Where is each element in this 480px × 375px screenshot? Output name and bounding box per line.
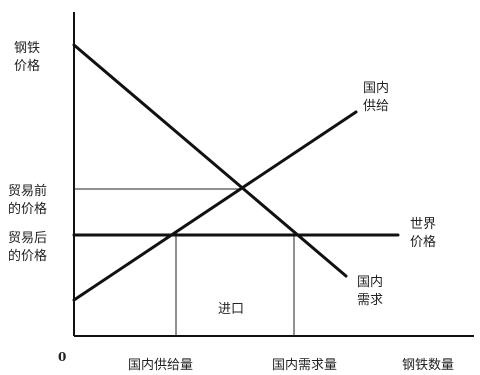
imports-label: 进口 (218, 302, 244, 317)
x-axis-label: 钢铁数量 (402, 358, 454, 373)
y-axis-label-line2: 价格 (14, 58, 40, 74)
domestic-demand-quantity-label: 国内需求量 (272, 357, 337, 373)
pre-trade-price-label-line2: 的价格 (8, 201, 47, 217)
world-price-label-line1: 世界 (410, 217, 436, 232)
domestic-supply-curve (72, 110, 358, 302)
demand-label-line1: 国内 (357, 274, 383, 290)
domestic-demand-curve (72, 43, 348, 278)
pre-trade-price-label-line1: 贸易前 (8, 183, 47, 199)
demand-label-line2: 需求 (357, 293, 383, 308)
world-price-label-line2: 价格 (410, 234, 436, 250)
origin-label: 0 (58, 350, 66, 364)
supply-label-line2: 供给 (363, 99, 389, 114)
y-axis-label-line1: 钢铁 (14, 41, 40, 56)
domestic-supply-quantity-label: 国内供给量 (128, 357, 193, 373)
post-trade-price-label-line2: 的价格 (8, 248, 47, 264)
supply-label-line1: 国内 (363, 80, 389, 96)
post-trade-price-label-line1: 贸易后 (8, 231, 47, 246)
